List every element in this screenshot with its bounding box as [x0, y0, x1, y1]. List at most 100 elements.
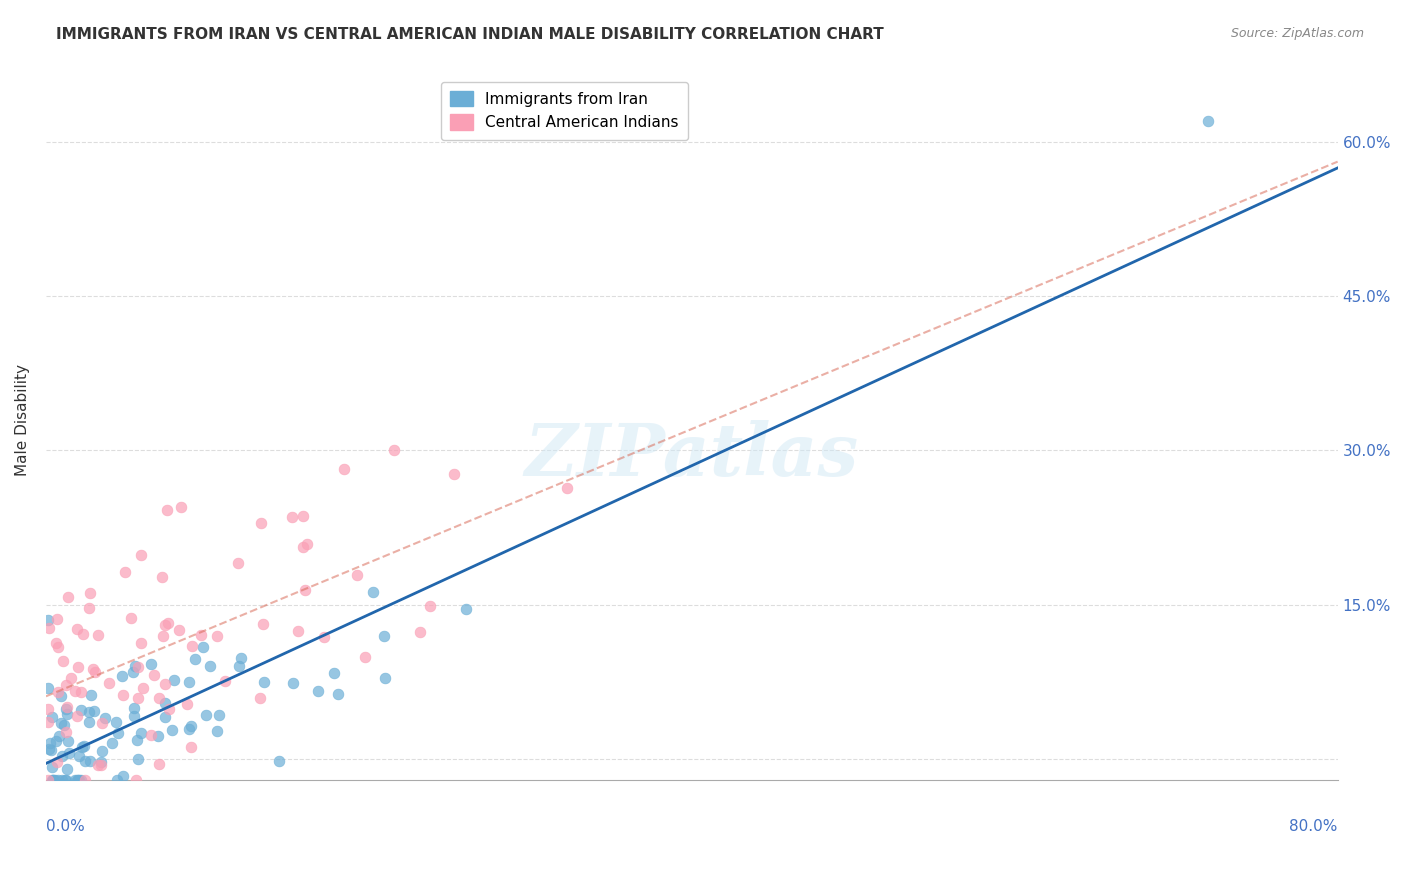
- Central American Indians: [59, 671, 82, 685]
- Central American Indians: [555, 481, 578, 495]
- Immigrants from Iran: [67, 772, 90, 787]
- Central American Indians: [82, 663, 104, 677]
- Central American Indians: [37, 702, 59, 716]
- Central American Indians: [226, 556, 249, 570]
- Central American Indians: [66, 622, 89, 636]
- Immigrants from Iran: [105, 772, 128, 787]
- Immigrants from Iran: [38, 742, 60, 756]
- Immigrants from Iran: [77, 706, 100, 720]
- Immigrants from Iran: [162, 673, 184, 687]
- Central American Indians: [157, 702, 180, 716]
- Immigrants from Iran: [73, 739, 96, 753]
- Immigrants from Iran: [80, 688, 103, 702]
- Immigrants from Iran: [56, 706, 79, 721]
- Central American Indians: [150, 570, 173, 584]
- Text: IMMIGRANTS FROM IRAN VS CENTRAL AMERICAN INDIAN MALE DISABILITY CORRELATION CHAR: IMMIGRANTS FROM IRAN VS CENTRAL AMERICAN…: [56, 27, 884, 42]
- Immigrants from Iran: [228, 659, 250, 673]
- Central American Indians: [153, 617, 176, 632]
- Immigrants from Iran: [191, 640, 214, 654]
- Immigrants from Iran: [307, 684, 329, 698]
- Central American Indians: [419, 599, 441, 613]
- Central American Indians: [120, 611, 142, 625]
- Text: 80.0%: 80.0%: [1289, 819, 1337, 834]
- Immigrants from Iran: [208, 707, 231, 722]
- Central American Indians: [56, 590, 79, 604]
- Central American Indians: [91, 716, 114, 731]
- Central American Indians: [353, 650, 375, 665]
- Immigrants from Iran: [39, 743, 62, 757]
- Central American Indians: [46, 612, 69, 626]
- Central American Indians: [167, 624, 190, 638]
- Immigrants from Iran: [125, 733, 148, 747]
- Immigrants from Iran: [177, 675, 200, 690]
- Immigrants from Iran: [454, 601, 477, 615]
- Immigrants from Iran: [56, 762, 79, 776]
- Central American Indians: [77, 601, 100, 615]
- Central American Indians: [250, 516, 273, 531]
- Immigrants from Iran: [146, 729, 169, 743]
- Central American Indians: [131, 636, 153, 650]
- Central American Indians: [156, 503, 179, 517]
- Central American Indians: [63, 683, 86, 698]
- Central American Indians: [125, 772, 148, 787]
- Immigrants from Iran: [253, 675, 276, 690]
- Central American Indians: [409, 625, 432, 640]
- Central American Indians: [214, 674, 236, 689]
- Immigrants from Iran: [141, 657, 163, 672]
- Central American Indians: [249, 690, 271, 705]
- Immigrants from Iran: [122, 665, 145, 680]
- Immigrants from Iran: [127, 752, 149, 766]
- Immigrants from Iran: [83, 704, 105, 718]
- Central American Indians: [205, 629, 228, 643]
- Immigrants from Iran: [37, 681, 59, 696]
- Immigrants from Iran: [55, 772, 77, 787]
- Central American Indians: [141, 728, 163, 742]
- Central American Indians: [114, 566, 136, 580]
- Central American Indians: [129, 548, 152, 562]
- Immigrants from Iran: [323, 666, 346, 681]
- Text: Source: ZipAtlas.com: Source: ZipAtlas.com: [1230, 27, 1364, 40]
- Immigrants from Iran: [198, 658, 221, 673]
- Immigrants from Iran: [41, 710, 63, 724]
- Central American Indians: [190, 628, 212, 642]
- Central American Indians: [291, 541, 314, 555]
- Immigrants from Iran: [39, 737, 62, 751]
- Central American Indians: [281, 509, 304, 524]
- Central American Indians: [37, 772, 59, 787]
- Immigrants from Iran: [195, 708, 218, 723]
- Immigrants from Iran: [66, 772, 89, 787]
- Immigrants from Iran: [63, 772, 86, 787]
- Immigrants from Iran: [51, 749, 73, 764]
- Immigrants from Iran: [281, 676, 304, 690]
- Central American Indians: [83, 665, 105, 679]
- Central American Indians: [346, 568, 368, 582]
- Central American Indians: [176, 698, 198, 712]
- Central American Indians: [65, 708, 87, 723]
- Central American Indians: [181, 639, 204, 653]
- Immigrants from Iran: [56, 734, 79, 748]
- Immigrants from Iran: [326, 687, 349, 701]
- Immigrants from Iran: [48, 729, 70, 743]
- Central American Indians: [148, 756, 170, 771]
- Central American Indians: [55, 725, 77, 739]
- Central American Indians: [56, 699, 79, 714]
- Immigrants from Iran: [153, 710, 176, 724]
- Immigrants from Iran: [267, 754, 290, 768]
- Immigrants from Iran: [45, 734, 67, 748]
- Immigrants from Iran: [90, 755, 112, 769]
- Immigrants from Iran: [66, 772, 89, 787]
- Legend: Immigrants from Iran, Central American Indians: Immigrants from Iran, Central American I…: [441, 82, 688, 139]
- Central American Indians: [382, 442, 405, 457]
- Central American Indians: [111, 689, 134, 703]
- Immigrants from Iran: [122, 701, 145, 715]
- Central American Indians: [148, 690, 170, 705]
- Y-axis label: Male Disability: Male Disability: [15, 364, 30, 475]
- Immigrants from Iran: [77, 714, 100, 729]
- Immigrants from Iran: [205, 724, 228, 739]
- Immigrants from Iran: [162, 723, 184, 737]
- Central American Indians: [295, 537, 318, 551]
- Central American Indians: [46, 756, 69, 770]
- Text: R = 0.625   N = 78: R = 0.625 N = 78: [440, 116, 585, 131]
- Immigrants from Iran: [41, 760, 63, 774]
- Text: 0.0%: 0.0%: [46, 819, 84, 834]
